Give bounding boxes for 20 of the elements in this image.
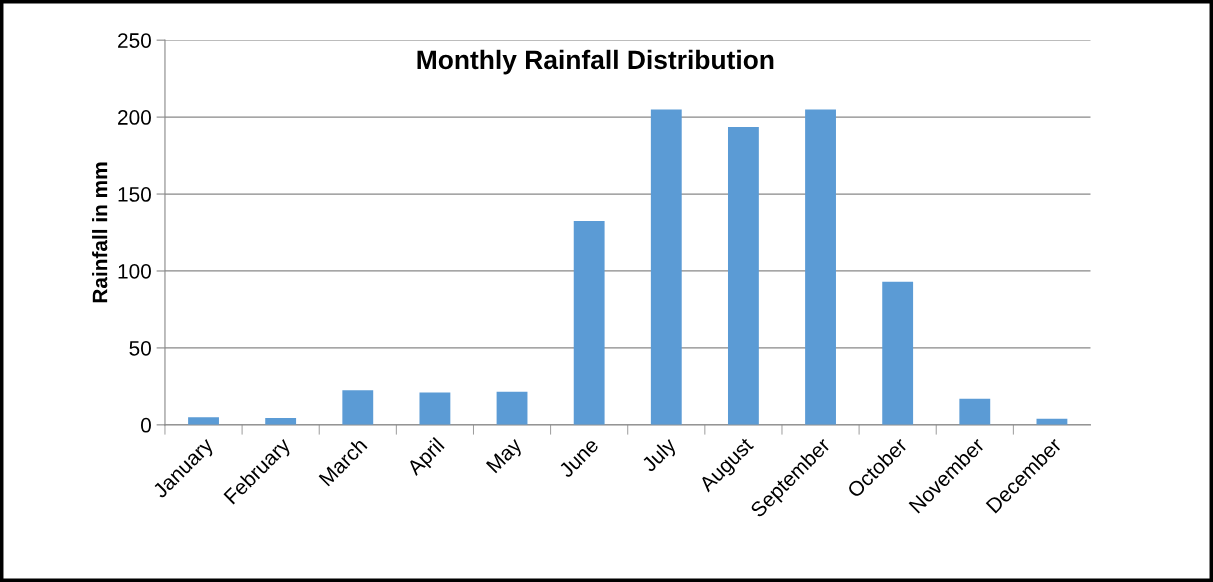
y-tick-label: 150 — [118, 187, 151, 202]
bar — [496, 391, 528, 425]
y-axis-title: Rainfall in mm — [92, 162, 108, 303]
bar — [650, 109, 682, 425]
bar — [573, 220, 605, 425]
y-tick-label: 200 — [118, 110, 151, 125]
bar — [805, 109, 836, 425]
y-tick-label: 100 — [118, 263, 151, 279]
bar — [882, 281, 914, 425]
bar — [188, 417, 219, 425]
x-tick-label: May — [485, 436, 526, 477]
bar — [959, 398, 991, 425]
bar — [727, 127, 759, 425]
x-tick-label: July — [640, 436, 680, 476]
chart-title: Monthly Rainfall Distribution — [417, 49, 774, 75]
y-tick-label: 50 — [129, 340, 151, 356]
bar — [419, 392, 451, 425]
y-tick-label: 0 — [141, 417, 151, 433]
y-tick-label: 250 — [118, 33, 151, 48]
bar — [342, 390, 374, 425]
